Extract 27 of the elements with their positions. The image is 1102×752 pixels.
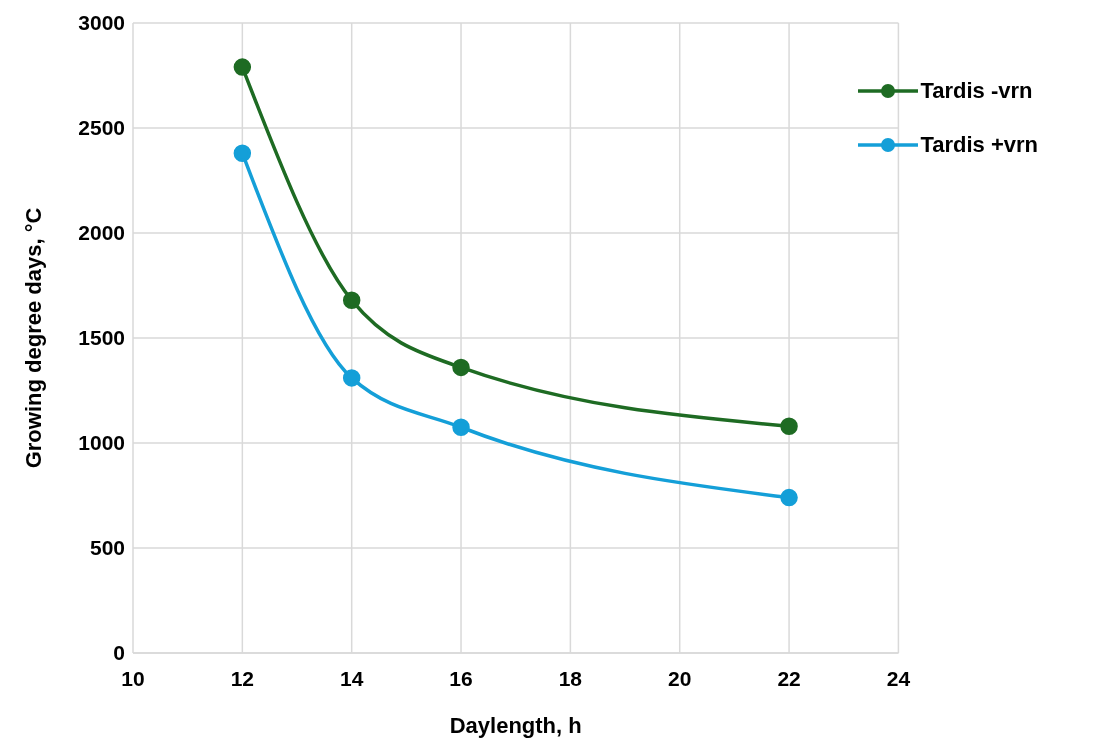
x-tick-label: 24: [886, 666, 911, 690]
point: [780, 417, 798, 435]
x-tick-label: 22: [777, 666, 801, 690]
y-tick-label: 500: [89, 536, 125, 560]
point: [452, 418, 470, 436]
x-tick-label: 18: [558, 666, 583, 690]
y-tick-label: 3000: [78, 11, 125, 35]
y-axis-title: Growing degree days, °C: [20, 207, 46, 469]
point: [233, 58, 252, 76]
legend-label: Tardis +vrn: [920, 132, 1038, 158]
x-tick-label: 12: [230, 666, 255, 690]
y-tick-label: 2500: [78, 116, 125, 140]
point: [233, 144, 252, 162]
point: [342, 369, 361, 387]
y-tick-label: 1000: [78, 431, 125, 455]
x-tick-label: 16: [449, 666, 473, 690]
x-axis-title: Daylength, h: [449, 713, 582, 738]
x-tick-label: 14: [340, 666, 364, 690]
x-tick-label: 10: [121, 666, 145, 690]
legend-label: Tardis -vrn: [920, 78, 1033, 104]
y-tick-label: 2000: [78, 221, 125, 245]
point: [780, 488, 798, 507]
y-tick-label: 0: [113, 641, 125, 665]
point: [342, 291, 361, 309]
x-tick-label: 20: [668, 666, 692, 690]
point: [452, 358, 470, 377]
y-tick-label: 1500: [78, 326, 125, 350]
